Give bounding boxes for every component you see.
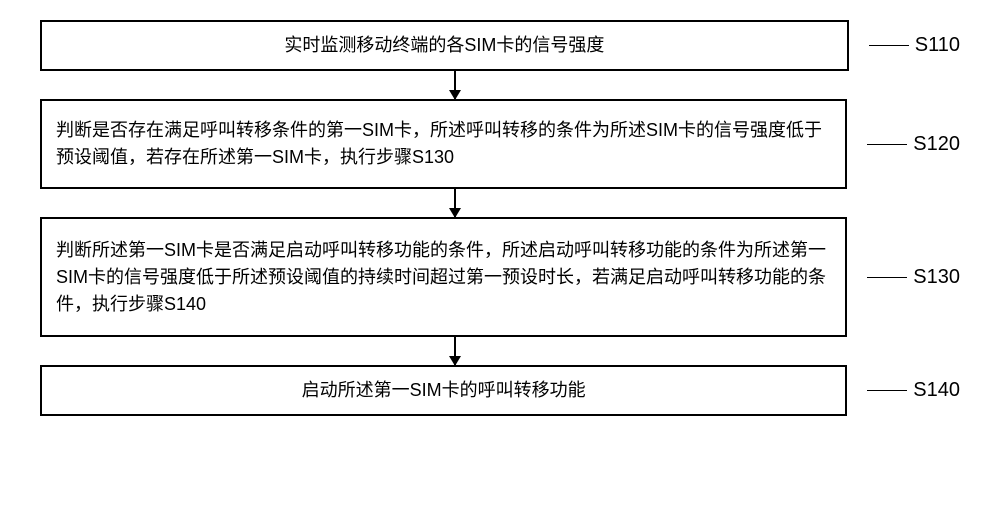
step-label-text: S140 (913, 379, 960, 401)
arrow-S130-S140 (454, 337, 456, 365)
step-label-text: S110 (915, 34, 960, 56)
label-dash-icon (869, 45, 909, 46)
step-row-S120: 判断是否存在满足呼叫转移条件的第一SIM卡，所述呼叫转移的条件为所述SIM卡的信… (40, 99, 960, 189)
step-label-S140: S140 (867, 379, 960, 402)
step-label-S110: S110 (869, 34, 960, 57)
step-row-S140: 启动所述第一SIM卡的呼叫转移功能 S140 (40, 365, 960, 416)
step-box-S110: 实时监测移动终端的各SIM卡的信号强度 (40, 20, 849, 71)
arrow-S110-S120 (454, 71, 456, 99)
arrow-S120-S130 (454, 189, 456, 217)
step-label-text: S120 (913, 133, 960, 155)
label-dash-icon (867, 144, 907, 145)
flowchart-container: 实时监测移动终端的各SIM卡的信号强度 S110 判断是否存在满足呼叫转移条件的… (40, 20, 960, 416)
step-box-S130: 判断所述第一SIM卡是否满足启动呼叫转移功能的条件，所述启动呼叫转移功能的条件为… (40, 217, 847, 337)
step-label-text: S130 (913, 266, 960, 288)
step-label-S120: S120 (867, 133, 960, 156)
step-row-S110: 实时监测移动终端的各SIM卡的信号强度 S110 (40, 20, 960, 71)
label-dash-icon (867, 390, 907, 391)
label-dash-icon (867, 277, 907, 278)
step-row-S130: 判断所述第一SIM卡是否满足启动呼叫转移功能的条件，所述启动呼叫转移功能的条件为… (40, 217, 960, 337)
step-label-S130: S130 (867, 266, 960, 289)
step-box-S120: 判断是否存在满足呼叫转移条件的第一SIM卡，所述呼叫转移的条件为所述SIM卡的信… (40, 99, 847, 189)
step-box-S140: 启动所述第一SIM卡的呼叫转移功能 (40, 365, 847, 416)
